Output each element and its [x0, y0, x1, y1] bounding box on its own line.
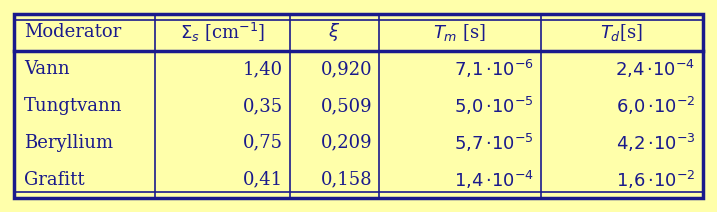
Text: 0,209: 0,209: [320, 134, 372, 152]
Text: 0,509: 0,509: [320, 97, 372, 115]
Text: $1{,}6\,{\cdot}10^{-2}$: $1{,}6\,{\cdot}10^{-2}$: [616, 169, 695, 191]
Text: $6{,}0\,{\cdot}10^{-2}$: $6{,}0\,{\cdot}10^{-2}$: [616, 95, 695, 117]
Text: $1{,}4\,{\cdot}10^{-4}$: $1{,}4\,{\cdot}10^{-4}$: [454, 169, 534, 191]
Text: 1,40: 1,40: [242, 60, 282, 78]
Text: Beryllium: Beryllium: [24, 134, 113, 152]
Text: $T_m$ [s]: $T_m$ [s]: [434, 22, 487, 43]
Bar: [14, 14, 703, 198]
Text: $5{,}0\,{\cdot}10^{-5}$: $5{,}0\,{\cdot}10^{-5}$: [454, 95, 534, 117]
Text: $5{,}7\,{\cdot}10^{-5}$: $5{,}7\,{\cdot}10^{-5}$: [454, 132, 534, 154]
Text: $\Sigma_s$ [cm$^{-1}$]: $\Sigma_s$ [cm$^{-1}$]: [180, 21, 265, 44]
Text: Moderator: Moderator: [24, 23, 121, 41]
Text: $4{,}2\,{\cdot}10^{-3}$: $4{,}2\,{\cdot}10^{-3}$: [616, 132, 695, 154]
Text: Grafitt: Grafitt: [24, 171, 85, 189]
Text: 0,41: 0,41: [242, 171, 282, 189]
Text: 0,920: 0,920: [320, 60, 372, 78]
Text: 0,75: 0,75: [242, 134, 282, 152]
Text: 0,35: 0,35: [242, 97, 282, 115]
Text: 0,158: 0,158: [320, 171, 372, 189]
Text: $T_d$[s]: $T_d$[s]: [600, 22, 643, 43]
Text: Tungtvann: Tungtvann: [24, 97, 123, 115]
Text: $7{,}1\,{\cdot}10^{-6}$: $7{,}1\,{\cdot}10^{-6}$: [454, 58, 534, 80]
Text: $2{,}4\,{\cdot}10^{-4}$: $2{,}4\,{\cdot}10^{-4}$: [615, 58, 695, 80]
Text: Vann: Vann: [24, 60, 70, 78]
Text: $\xi$: $\xi$: [328, 21, 341, 43]
